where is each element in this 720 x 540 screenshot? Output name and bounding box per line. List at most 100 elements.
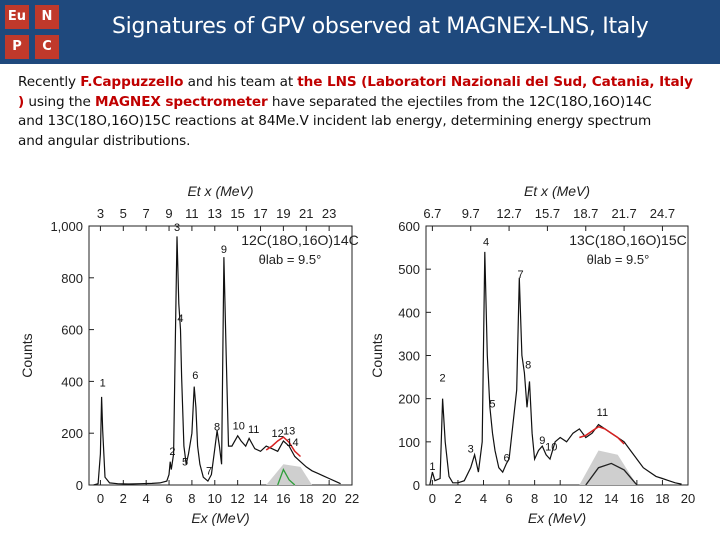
y-tick-label: 0	[413, 478, 420, 493]
x-tick-label: 22	[345, 491, 359, 506]
x-tick-label: 12	[579, 491, 593, 506]
y-tick-label: 600	[398, 219, 420, 234]
top-tick-label: 11	[185, 206, 199, 221]
text-line: and angular distributions.	[18, 132, 191, 149]
top-tick-label: 12.7	[496, 206, 521, 221]
top-axis-label: Et x (MeV)	[524, 183, 590, 199]
background-area	[579, 450, 637, 485]
y-tick-label: 0	[76, 478, 83, 493]
peak-label: 13	[283, 425, 295, 437]
peak-label: 14	[286, 437, 298, 449]
peak-label: 7	[518, 269, 524, 281]
peak-label: 2	[169, 446, 175, 458]
top-tick-label: 15	[230, 206, 244, 221]
peak-label: 5	[182, 457, 188, 469]
x-tick-label: 4	[480, 491, 487, 506]
top-tick-label: 23	[322, 206, 336, 221]
top-axis-label: Et x (MeV)	[187, 183, 253, 199]
top-tick-label: 13	[208, 206, 222, 221]
top-tick-label: 21	[299, 206, 313, 221]
x-tick-label: 18	[655, 491, 669, 506]
text-line: and 13C(18O,16O)15C reactions at 84Me.V …	[18, 113, 652, 129]
y-tick-label: 100	[398, 435, 420, 450]
intro-paragraph: Recently F.Cappuzzello and his team at t…	[18, 73, 708, 151]
component-curve	[277, 467, 296, 486]
slide-title: Signatures of GPV observed at MAGNEX-LNS…	[112, 14, 649, 39]
peak-label: 9	[539, 435, 545, 447]
lab-name: the LNS (Laboratori Nazionali del Sud, C…	[297, 74, 693, 90]
y-axis-label: Counts	[19, 333, 35, 377]
x-tick-label: 20	[322, 491, 336, 506]
top-tick-label: 9	[165, 206, 172, 221]
top-tick-label: 21.7	[611, 206, 636, 221]
x-tick-label: 2	[120, 491, 127, 506]
x-tick-label: 8	[531, 491, 538, 506]
x-tick-label: 0	[97, 491, 104, 506]
spectrum-line	[93, 236, 341, 486]
peak-label: 4	[177, 313, 183, 325]
x-tick-label: 16	[630, 491, 644, 506]
text-part: using the	[24, 93, 96, 110]
plot-frame	[88, 225, 353, 486]
peak-label: 8	[214, 422, 220, 434]
top-tick-label: 19	[276, 206, 290, 221]
y-tick-label: 400	[61, 374, 83, 389]
text-part: Recently	[18, 74, 81, 90]
title-bar: Eu N P C Signatures of GPV observed at M…	[0, 0, 720, 64]
peak-label: 10	[233, 420, 245, 432]
peak-label: 4	[483, 236, 489, 248]
x-tick-label: 10	[553, 491, 567, 506]
peak-label: 12	[272, 428, 284, 440]
peak-label: 1	[100, 378, 106, 390]
fit-curve	[265, 436, 302, 458]
fit-curve	[579, 425, 625, 445]
angle-label: θlab = 9.5°	[259, 252, 322, 267]
x-tick-label: 12	[230, 491, 244, 506]
y-tick-label: 200	[398, 392, 420, 407]
spectrum-line	[429, 251, 682, 486]
peak-label: 1	[429, 461, 435, 473]
peak-label: 3	[468, 444, 474, 456]
top-tick-label: 9.7	[462, 206, 480, 221]
person-name: F.Cappuzzello	[80, 74, 184, 90]
peak-label: 2	[440, 372, 446, 384]
logo-cell-br: C	[35, 35, 59, 59]
peak-label: 11	[248, 424, 259, 436]
reaction-label: 13C(18O,16O)15C	[569, 232, 687, 248]
y-tick-label: 300	[398, 349, 420, 364]
x-tick-label: 2	[454, 491, 461, 506]
logo-cell-bl: P	[5, 35, 29, 59]
peak-label: 7	[206, 466, 212, 478]
peak-label: 5	[489, 398, 495, 410]
x-tick-label: 8	[188, 491, 195, 506]
peak-label: 9	[221, 244, 227, 256]
x-tick-label: 6	[505, 491, 512, 506]
logo-cell-tr: N	[35, 5, 59, 29]
x-tick-label: 0	[429, 491, 436, 506]
y-tick-label: 400	[398, 305, 420, 320]
x-tick-label: 14	[253, 491, 267, 506]
peak-label: 11	[597, 407, 608, 419]
top-tick-label: 17	[253, 206, 267, 221]
x-tick-label: 18	[299, 491, 313, 506]
top-tick-label: 6.7	[423, 206, 441, 221]
angle-label: θlab = 9.5°	[587, 252, 650, 267]
eunpc-logo: Eu N P C	[5, 5, 59, 59]
x-axis-label: Ex (MeV)	[528, 510, 586, 526]
x-tick-label: 16	[276, 491, 290, 506]
reaction-label: 12C(18O,16O)14C	[241, 232, 359, 248]
lab-name-close: )	[18, 93, 25, 110]
text-part: have separated the ejectiles from the 12…	[267, 93, 652, 110]
x-tick-label: 4	[143, 491, 150, 506]
x-axis-label: Ex (MeV)	[191, 510, 249, 526]
top-tick-label: 18.7	[573, 206, 598, 221]
x-tick-label: 14	[604, 491, 618, 506]
top-tick-label: 5	[120, 206, 127, 221]
x-tick-label: 10	[208, 491, 222, 506]
top-tick-label: 3	[97, 206, 104, 221]
top-tick-label: 15.7	[535, 206, 560, 221]
peak-label: 6	[192, 370, 198, 382]
peak-label: 6	[503, 452, 509, 464]
y-tick-label: 800	[61, 271, 83, 286]
y-tick-label: 200	[61, 426, 83, 441]
